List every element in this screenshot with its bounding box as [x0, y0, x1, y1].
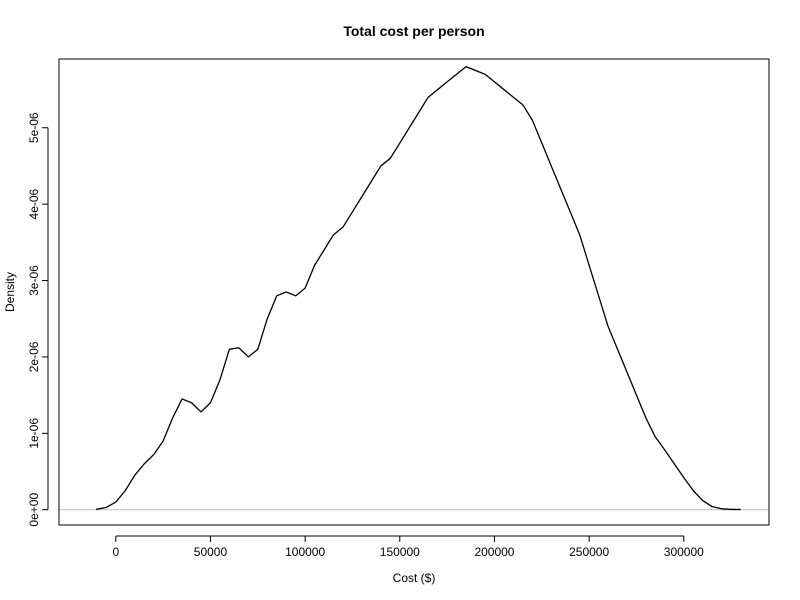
- y-tick-label: 3e-06: [27, 265, 41, 296]
- y-tick-label: 4e-06: [27, 188, 41, 219]
- x-tick-label: 100000: [285, 545, 325, 559]
- y-tick-label: 5e-06: [27, 112, 41, 143]
- y-axis: 0e+00 1e-06 2e-06 3e-06 4e-06 5e-06: [27, 112, 49, 527]
- density-curve: [95, 65, 741, 511]
- x-axis-label: Cost ($): [393, 571, 436, 585]
- y-tick-label: 0e+00: [27, 493, 41, 527]
- x-tick-label: 0: [112, 545, 119, 559]
- x-tick-label: 50000: [194, 545, 228, 559]
- x-axis: 0 50000 100000 150000 200000 250000 300000: [112, 535, 704, 559]
- x-tick-label: 250000: [569, 545, 609, 559]
- x-tick-label: 150000: [380, 545, 420, 559]
- y-tick-label: 1e-06: [27, 418, 41, 449]
- x-tick-label: 300000: [664, 545, 704, 559]
- x-tick-label: 200000: [474, 545, 514, 559]
- plot-frame: [58, 58, 770, 526]
- y-axis-label: Density: [3, 272, 17, 312]
- y-tick-label: 2e-06: [27, 341, 41, 372]
- chart-title: Total cost per person: [343, 23, 484, 39]
